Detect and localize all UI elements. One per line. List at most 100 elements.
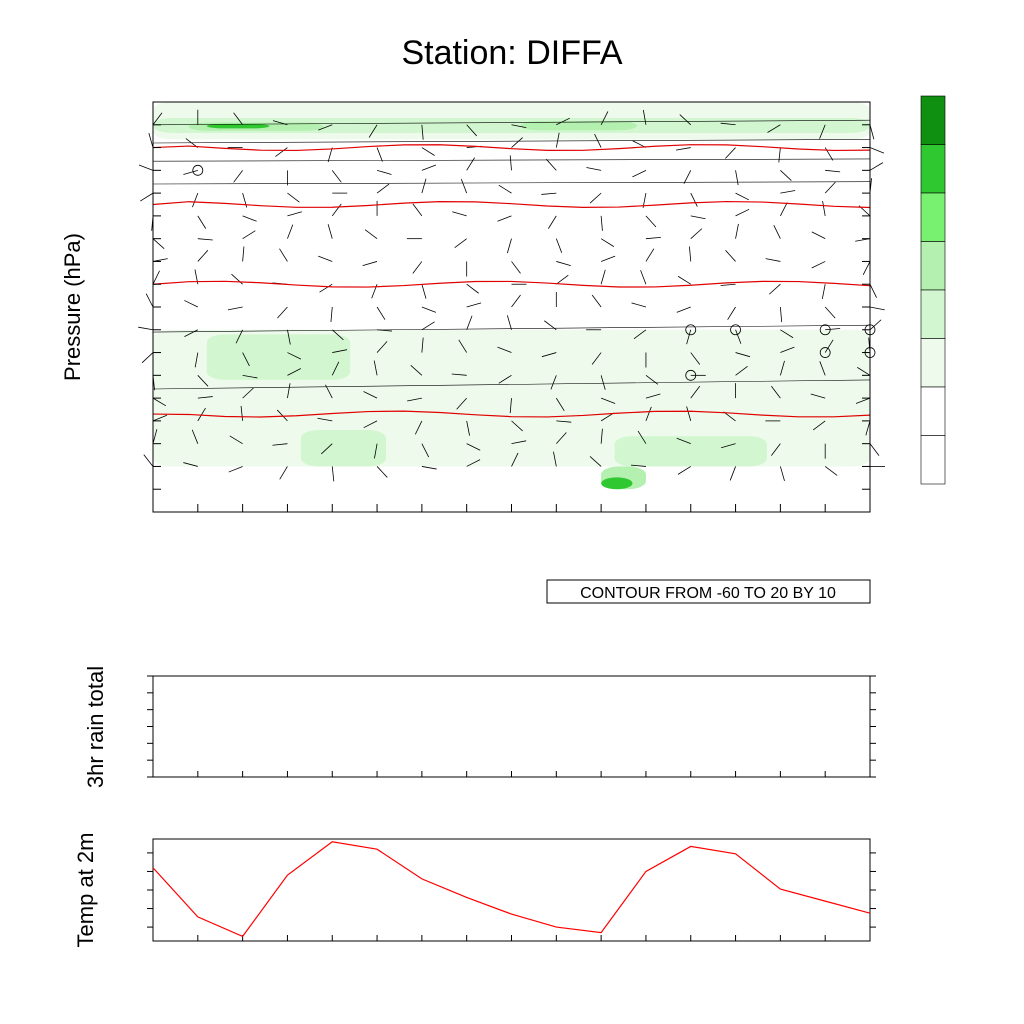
isotach-line (152, 181, 871, 185)
wind-shading-region (601, 477, 633, 490)
wind-barb (556, 420, 572, 423)
wind-barb (376, 183, 390, 194)
wind-barb (183, 462, 198, 467)
wind-barb (780, 202, 788, 217)
colorbar-segment (920, 289, 946, 339)
colorbar-segment (920, 386, 946, 436)
wind-barb (511, 124, 527, 129)
wind-barb (721, 443, 736, 449)
wind-barb (645, 393, 661, 399)
isotach-lines (152, 119, 871, 390)
wind-barb (152, 112, 163, 126)
wind-shading-region (520, 121, 637, 131)
wind-barb (466, 283, 479, 294)
wind-barb (318, 255, 333, 262)
wind-barb (640, 270, 647, 285)
wind-barb (466, 459, 481, 467)
wind-barb (452, 211, 467, 217)
wind-barb (183, 169, 198, 175)
wind-barb (637, 430, 647, 444)
wind-barb (233, 112, 243, 126)
wind-barbs (138, 109, 885, 482)
wind-barb (240, 405, 244, 421)
wind-barb (233, 170, 243, 183)
wind-barb (686, 329, 692, 345)
wind-barb (780, 170, 792, 181)
wind-barb (421, 147, 435, 156)
wind-barb (421, 337, 424, 353)
calm-wind-marker (819, 324, 831, 336)
wind-barb (152, 397, 167, 407)
calm-wind-marker (192, 164, 204, 176)
wind-barb (600, 428, 603, 444)
wind-barb (458, 339, 468, 353)
wind-barb (376, 147, 383, 162)
wind-barb (321, 443, 333, 455)
wind-barb (332, 349, 348, 353)
wind-barb (645, 248, 655, 262)
wind-barb (723, 411, 736, 422)
wind-barb (362, 261, 378, 266)
wind-barb (819, 361, 826, 376)
wind-barb (511, 452, 519, 467)
wind-barb (506, 315, 512, 330)
wind-barb (242, 387, 254, 399)
wind-barb (855, 397, 871, 404)
calm-wind-marker (685, 369, 697, 381)
wind-barb (555, 397, 565, 412)
wind-barb (287, 192, 300, 203)
wind-barb (466, 157, 475, 171)
wind-barb (152, 429, 158, 444)
wind-barb (194, 352, 199, 368)
wind-barb (228, 466, 243, 473)
wind-barb (600, 215, 603, 231)
wind-barb (287, 329, 291, 345)
wind-barb (779, 360, 785, 376)
temperature-axes (147, 852, 876, 941)
wind-barb (645, 406, 652, 422)
wind-barb (677, 275, 691, 285)
wind-barb (822, 201, 826, 216)
wind-barb (591, 352, 602, 365)
wind-barb (287, 368, 301, 376)
wind-barb (509, 155, 512, 171)
wind-barb (363, 391, 378, 399)
wind-barb (725, 147, 736, 159)
wind-barb (407, 397, 422, 402)
wind-barb (645, 215, 657, 228)
wind-barb (197, 407, 206, 422)
wind-barb (242, 230, 256, 240)
wind-barb (689, 246, 692, 262)
wind-barb (633, 329, 647, 340)
wind-barb (857, 367, 871, 376)
wind-barb (242, 246, 245, 262)
wind-barb (729, 466, 736, 481)
wind-barb (277, 306, 288, 319)
wind-barb (812, 420, 826, 431)
temperature-contour-20 (152, 410, 871, 418)
wind-barb (589, 456, 602, 467)
wind-barb (287, 224, 294, 239)
wind-barb (676, 306, 691, 313)
wind-barb (720, 283, 736, 286)
wind-barb (630, 464, 646, 467)
cross-section-panel: Pressure (hPa) CONTOUR FROM -60 TO 20 BY… (60, 101, 885, 604)
temperature-plot-frame (152, 838, 871, 942)
isotach-line (152, 119, 871, 126)
wind-barb (454, 238, 467, 249)
wind-barb (600, 238, 615, 247)
wind-barb (556, 261, 571, 266)
wind-barb (683, 170, 692, 184)
wind-barb (735, 352, 751, 358)
wind-barb (675, 147, 691, 151)
wind-barb (498, 374, 512, 384)
wind-barb (140, 192, 154, 202)
wind-barb (600, 255, 616, 262)
wind-barb (591, 294, 602, 308)
wind-barb (869, 306, 885, 311)
wind-barb (287, 352, 302, 360)
temperature-axis-label: Temp at 2m (73, 833, 98, 948)
wind-barb (768, 283, 781, 295)
wind-barb (555, 238, 563, 253)
colorbar-segment (920, 144, 946, 194)
